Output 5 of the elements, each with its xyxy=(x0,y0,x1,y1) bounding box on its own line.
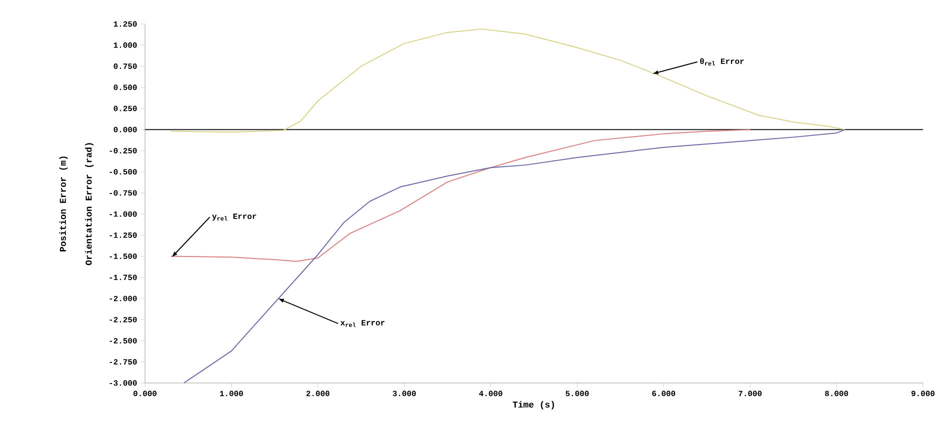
y-axis-title: Position Error (m) xyxy=(59,156,68,252)
text: Orientation Error (rad) xyxy=(85,143,94,266)
line-series xyxy=(170,28,846,133)
x-axis-title: Time (s) xyxy=(512,401,554,410)
line-series xyxy=(170,129,751,262)
